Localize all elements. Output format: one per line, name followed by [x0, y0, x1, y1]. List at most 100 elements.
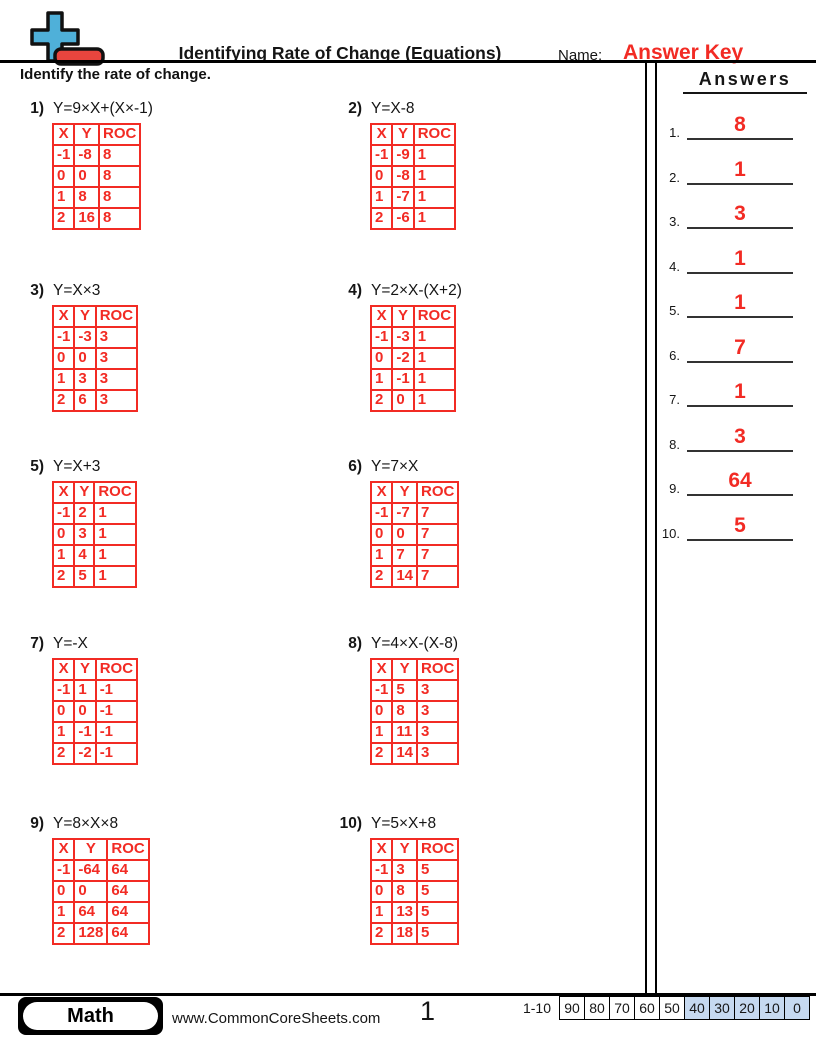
- roc-cell: 2: [51, 565, 76, 588]
- roc-cell: -2: [73, 742, 97, 765]
- answer-item-3: 3. 3: [650, 195, 800, 229]
- roc-cell: 2: [51, 207, 76, 230]
- roc-cell: 8: [73, 186, 101, 209]
- col-header-y: Y: [391, 123, 415, 146]
- roc-cell: 7: [416, 565, 460, 588]
- problem-number: 4): [348, 282, 362, 299]
- roc-cell: 0: [51, 347, 76, 370]
- answer-value: 1: [687, 291, 793, 318]
- roc-cell: 0: [369, 880, 394, 903]
- worksheet-title: Identifying Rate of Change (Equations): [178, 43, 502, 63]
- score-cell: 20: [734, 997, 759, 1019]
- problem-equation: Y=4×X-(X-8): [371, 635, 459, 652]
- problem-7: 7) Y=-X X Y ROC -1 1 -1 0 0 -1 1 -1 -1 2 -2 -1: [14, 635, 139, 765]
- roc-cell: -1: [73, 721, 97, 744]
- answer-item-6: 6. 7: [650, 329, 800, 363]
- roc-cell: 0: [73, 347, 97, 370]
- roc-cell: -1: [51, 326, 76, 349]
- roc-cell: 0: [369, 165, 394, 188]
- problem-number: 2): [348, 100, 362, 117]
- math-subject-badge: Math: [18, 997, 163, 1035]
- col-header-y: Y: [73, 123, 101, 146]
- roc-cell: -1: [51, 679, 76, 702]
- roc-cell: -1: [369, 859, 394, 882]
- roc-cell: 1: [51, 901, 76, 924]
- page-number: 1: [420, 996, 436, 1026]
- col-header-y: Y: [73, 305, 97, 328]
- roc-cell: 2: [51, 922, 76, 945]
- roc-cell: 1: [412, 368, 457, 391]
- roc-cell: 1: [73, 679, 97, 702]
- roc-cell: 4: [73, 544, 96, 567]
- roc-cell: 1: [93, 502, 137, 525]
- problem-number: 6): [348, 458, 362, 475]
- col-header-x: X: [369, 123, 394, 146]
- roc-cell: 5: [391, 679, 419, 702]
- roc-table: X Y ROC -1 1 -1 0 0 -1 1 -1 -1 2 -2 -1: [51, 658, 139, 765]
- answer-item-10: 10. 5: [650, 507, 800, 541]
- roc-cell: 13: [391, 901, 419, 924]
- col-header-x: X: [369, 658, 394, 681]
- roc-cell: -1: [94, 742, 139, 765]
- problem-equation: Y=8×X×8: [53, 815, 119, 832]
- roc-cell: 1: [369, 368, 394, 391]
- roc-cell: 0: [51, 700, 76, 723]
- roc-cell: 1: [412, 207, 457, 230]
- answer-item-4: 4. 1: [650, 240, 800, 274]
- instruction-text: Identify the rate of change.: [20, 66, 211, 83]
- problem-number: 5): [30, 458, 44, 475]
- roc-cell: -64: [73, 859, 109, 882]
- roc-cell: -1: [369, 144, 394, 167]
- website-url: www.CommonCoreSheets.com: [172, 1010, 381, 1027]
- col-header-roc: ROC: [412, 305, 457, 328]
- name-value-answer-key: Answer Key: [623, 41, 744, 64]
- roc-cell: -1: [51, 144, 76, 167]
- col-header-roc: ROC: [106, 838, 150, 861]
- roc-cell: -2: [391, 347, 415, 370]
- roc-cell: 14: [391, 565, 419, 588]
- roc-cell: -9: [391, 144, 415, 167]
- problem-equation: Y=5×X+8: [371, 815, 437, 832]
- roc-cell: 1: [51, 544, 76, 567]
- answer-value: 1: [687, 380, 793, 407]
- roc-cell: 14: [391, 742, 419, 765]
- roc-cell: 11: [391, 721, 419, 744]
- col-header-x: X: [369, 838, 394, 861]
- col-header-roc: ROC: [416, 658, 460, 681]
- score-cell: 80: [584, 997, 609, 1019]
- roc-cell: 5: [416, 880, 460, 903]
- roc-cell: 2: [369, 565, 394, 588]
- roc-cell: 0: [51, 880, 76, 903]
- roc-cell: 1: [412, 389, 457, 412]
- col-header-y: Y: [73, 838, 109, 861]
- roc-cell: 1: [412, 144, 457, 167]
- roc-cell: 3: [416, 679, 460, 702]
- score-cell: 90: [560, 997, 584, 1019]
- col-header-roc: ROC: [412, 123, 457, 146]
- answer-value: 8: [687, 113, 793, 140]
- col-header-roc: ROC: [94, 305, 139, 328]
- roc-cell: 1: [412, 347, 457, 370]
- roc-cell: 1: [369, 186, 394, 209]
- roc-cell: 64: [73, 901, 109, 924]
- roc-cell: 64: [106, 922, 150, 945]
- answer-value: 64: [687, 469, 793, 496]
- roc-cell: 8: [391, 880, 419, 903]
- roc-cell: 0: [391, 389, 415, 412]
- col-header-x: X: [51, 481, 76, 504]
- answer-value: 5: [687, 514, 793, 541]
- answers-divider-double-line: [645, 63, 657, 993]
- roc-cell: 3: [73, 368, 97, 391]
- roc-cell: 5: [73, 565, 96, 588]
- roc-cell: 1: [369, 721, 394, 744]
- roc-cell: 1: [369, 901, 394, 924]
- problem-equation: Y=X+3: [53, 458, 101, 475]
- col-header-y: Y: [73, 658, 97, 681]
- answer-item-5: 5. 1: [650, 284, 800, 318]
- roc-cell: 2: [369, 742, 394, 765]
- roc-cell: 8: [98, 144, 142, 167]
